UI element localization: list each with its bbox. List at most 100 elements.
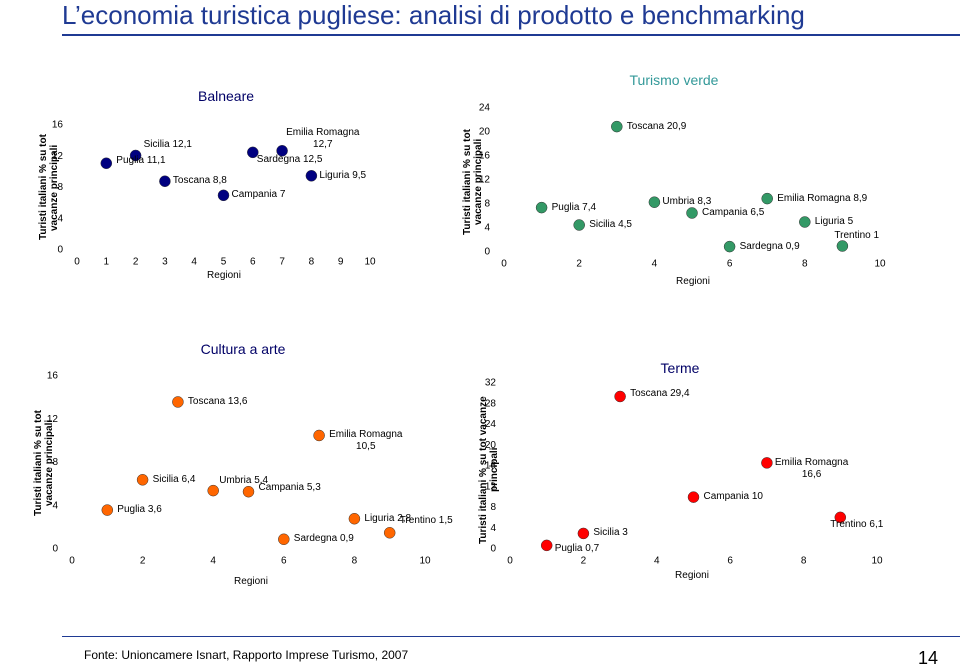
x-tick-label: 1 (104, 257, 110, 268)
point (573, 219, 585, 231)
data-label: Sicilia 6,4 (152, 473, 196, 485)
data-label: Puglia 3,6 (117, 504, 162, 516)
point (611, 120, 623, 133)
point (577, 527, 590, 540)
chart-title: Balneare (197, 88, 255, 104)
point (242, 485, 255, 498)
y-tick-label: 16 (479, 151, 491, 162)
source: Fonte: Unioncamere Isnart, Rapporto Impr… (84, 648, 409, 662)
y-tick-label: 4 (57, 213, 63, 224)
y-axis-title: Turisti italiani % su tot vacanze princi… (462, 129, 484, 235)
data-label: Liguria 2,8 (364, 512, 412, 524)
x-tick-label: 8 (309, 257, 315, 268)
point (172, 396, 184, 408)
point (614, 390, 626, 403)
title-rule (62, 34, 960, 36)
point (207, 484, 219, 497)
point (348, 512, 361, 525)
x-tick-label: 9 (338, 257, 344, 268)
y-tick-label: 0 (52, 544, 58, 555)
data-label: Umbria 5,4 (219, 474, 269, 486)
y-tick-label: 20 (479, 127, 491, 138)
data-label: Liguria 5 (814, 216, 854, 227)
x-tick-label: 4 (191, 257, 197, 268)
data-label: Emilia Romagna 12,7 (286, 126, 360, 150)
y-axis-title: Turisti italiani % su tot vacanze princi… (33, 410, 55, 516)
x-tick-label: 10 (364, 257, 376, 268)
data-label: Sicilia 12,1 (143, 139, 192, 151)
data-label: Toscana 20,9 (626, 120, 687, 132)
point (648, 196, 661, 208)
y-tick-label: 32 (485, 378, 497, 389)
x-tick-label: 4 (210, 556, 216, 567)
data-label: Sardegna 0,9 (293, 533, 354, 545)
point (686, 207, 698, 219)
y-tick-label: 12 (485, 481, 497, 492)
data-label: Puglia 7,4 (551, 201, 597, 213)
x-tick-label: 8 (802, 259, 808, 270)
x-tick-label: 6 (250, 257, 256, 268)
y-tick-label: 0 (490, 544, 496, 555)
point (101, 504, 114, 516)
x-tick-label: 10 (874, 259, 886, 270)
point (836, 240, 849, 252)
point (761, 192, 773, 205)
x-tick-label: 6 (727, 259, 733, 270)
y-tick-label: 12 (52, 151, 64, 162)
data-label: Sicilia 3 (593, 527, 628, 539)
x-tick-label: 2 (576, 259, 582, 270)
x-tick-label: 6 (281, 556, 287, 567)
x-tick-label: 0 (507, 556, 513, 567)
y-tick-label: 8 (52, 457, 58, 468)
x-tick-label: 4 (652, 259, 658, 270)
data-label: Sardegna 12,5 (256, 154, 323, 166)
point (276, 145, 288, 157)
point (136, 474, 149, 486)
x-tick-label: 8 (801, 556, 807, 567)
x-tick-label: 2 (140, 556, 146, 567)
y-tick-label: 8 (490, 502, 496, 513)
x-tick-label: 0 (69, 556, 75, 567)
data-label: Emilia Romagna 10,5 (329, 429, 403, 453)
data-label: Umbria 8,3 (662, 196, 712, 208)
data-label: Sicilia 4,5 (589, 219, 632, 230)
point (305, 170, 318, 182)
data-label: Campania 6,5 (702, 207, 765, 218)
data-label: Trentino 1,5 (399, 514, 453, 526)
point (247, 146, 259, 159)
x-tick-label: 2 (581, 556, 587, 567)
y-tick-label: 28 (485, 398, 497, 409)
y-tick-label: 0 (484, 247, 490, 258)
data-label: Trentino 6,1 (830, 519, 884, 531)
y-tick-label: 4 (490, 523, 496, 534)
point (723, 240, 736, 253)
x-tick-label: 10 (871, 556, 883, 567)
y-axis-title: Turisti italiani % su tot vacanze princi… (38, 134, 60, 241)
point (540, 539, 553, 552)
y-tick-label: 12 (47, 414, 59, 425)
data-label: Puglia 11,1 (116, 155, 166, 167)
footer-rule (62, 636, 960, 637)
y-tick-label: 0 (57, 245, 63, 256)
x-axis-title: Regioni (234, 576, 268, 587)
point (761, 457, 773, 469)
x-tick-label: 0 (501, 259, 507, 270)
chart-title: Turismo verde (629, 72, 719, 88)
point (799, 216, 811, 228)
page-number: 14 (918, 648, 939, 668)
y-tick-label: 8 (484, 199, 490, 210)
y-tick-label: 8 (57, 182, 63, 193)
data-label: Puglia 0,7 (554, 543, 600, 555)
data-label: Sardegna 0,9 (739, 240, 800, 252)
x-tick-label: 7 (279, 257, 285, 268)
slide-title: L’economia turistica pugliese: analisi d… (62, 0, 805, 30)
y-tick-label: 16 (52, 120, 64, 131)
x-tick-label: 0 (74, 257, 80, 268)
y-tick-label: 24 (479, 103, 491, 114)
y-tick-label: 4 (52, 500, 58, 511)
x-tick-label: 2 (133, 257, 139, 268)
x-axis-title: Regioni (675, 570, 709, 581)
x-axis-title: Regioni (207, 270, 241, 281)
